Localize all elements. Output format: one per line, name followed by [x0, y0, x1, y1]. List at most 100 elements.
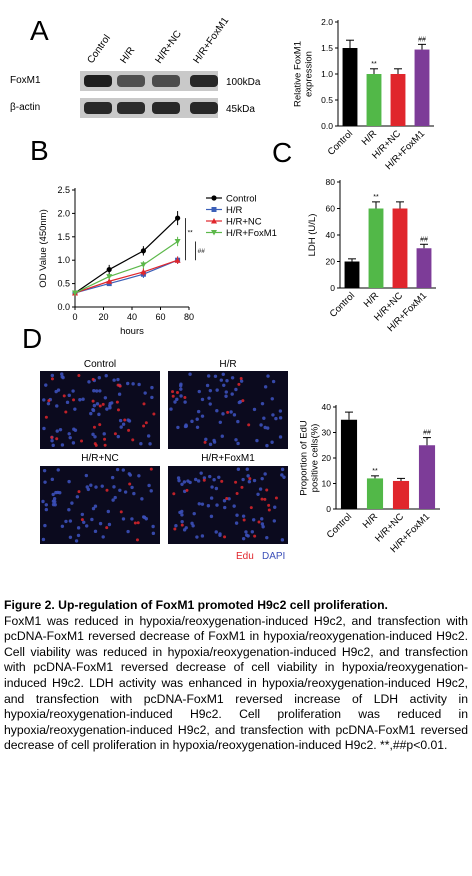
dapi-nucleus — [245, 467, 249, 471]
dapi-nucleus — [76, 526, 81, 530]
edu-nucleus — [94, 443, 98, 447]
legend-edu: Edu — [236, 551, 254, 562]
dapi-nucleus — [117, 392, 122, 396]
dapi-nucleus — [64, 519, 68, 524]
dapi-nucleus — [97, 376, 102, 380]
dapi-nucleus — [118, 418, 123, 423]
dapi-nucleus — [207, 396, 211, 400]
dapi-nucleus — [179, 387, 183, 391]
dapi-nucleus — [208, 402, 212, 406]
dapi-nucleus — [278, 409, 283, 413]
caption-title: Figure 2. Up-regulation of FoxM1 promote… — [4, 598, 388, 612]
dapi-nucleus — [266, 426, 270, 430]
x-tick-label: H/R — [360, 128, 379, 147]
dapi-nucleus — [92, 389, 96, 393]
dapi-nucleus — [68, 535, 73, 540]
dapi-nucleus — [56, 388, 61, 392]
dapi-nucleus — [100, 484, 104, 488]
dapi-nucleus — [282, 475, 286, 479]
edu-nucleus — [247, 423, 251, 427]
dapi-nucleus — [78, 398, 82, 402]
dapi-nucleus — [41, 537, 46, 542]
bar — [392, 480, 410, 509]
edu-nucleus — [149, 467, 153, 471]
dapi-nucleus — [280, 538, 285, 542]
dapi-nucleus — [250, 530, 255, 534]
dapi-nucleus — [97, 412, 101, 417]
dapi-nucleus — [246, 474, 250, 478]
dapi-nucleus — [126, 529, 130, 534]
dapi-nucleus — [230, 376, 235, 380]
dapi-nucleus — [111, 498, 115, 502]
dapi-nucleus — [178, 510, 182, 515]
x-tick-label: 0 — [72, 312, 77, 322]
legend-marker — [211, 230, 217, 236]
dapi-nucleus — [44, 383, 48, 387]
y-axis-label-line: LDH (U/L) — [307, 214, 318, 257]
dapi-nucleus — [205, 383, 210, 388]
edu-nucleus — [123, 418, 127, 422]
edu-nucleus — [173, 527, 177, 531]
edu-nucleus — [92, 425, 96, 429]
edu-nucleus — [240, 485, 244, 489]
dapi-nucleus — [200, 534, 205, 538]
dapi-nucleus — [234, 438, 238, 442]
blot-lane-label: Control — [85, 33, 113, 66]
image-label: H/R+FoxM1 — [201, 453, 255, 464]
dapi-nucleus — [218, 533, 222, 537]
dapi-nucleus — [177, 478, 181, 483]
dapi-nucleus — [140, 497, 144, 501]
dapi-nucleus — [70, 501, 74, 505]
edu-image — [168, 371, 288, 449]
edu-nucleus — [235, 491, 239, 495]
y-axis-label-line: Proportion of EdU — [299, 420, 310, 496]
y-tick-label: 2.5 — [57, 185, 70, 195]
edu-nucleus — [171, 390, 175, 394]
edu-nucleus — [202, 478, 206, 482]
y-tick-label: 0.0 — [321, 121, 333, 131]
dapi-nucleus — [93, 529, 98, 534]
image-label: H/R — [219, 359, 236, 370]
legend-label: H/R+FoxM1 — [226, 228, 277, 239]
dapi-nucleus — [42, 468, 47, 473]
dapi-nucleus — [265, 443, 269, 448]
edu-nucleus — [128, 482, 132, 486]
significance-mark: ## — [198, 248, 206, 255]
caption-body: FoxM1 was reduced in hypoxia/reoxygenati… — [4, 613, 468, 753]
dapi-nucleus — [50, 373, 55, 378]
edu-nucleus — [77, 374, 81, 378]
dapi-nucleus — [204, 437, 208, 442]
dapi-nucleus — [113, 495, 117, 500]
dapi-nucleus — [85, 524, 89, 528]
y-tick-label: 20 — [326, 257, 336, 267]
dapi-nucleus — [251, 518, 256, 522]
edu-nucleus — [274, 496, 278, 500]
dapi-nucleus — [208, 474, 212, 479]
dapi-nucleus — [176, 476, 181, 480]
dapi-nucleus — [147, 483, 151, 488]
y-axis-label-line: expression — [304, 51, 315, 97]
blot-band — [117, 102, 145, 114]
x-tick-label: H/R — [362, 290, 381, 309]
dapi-nucleus — [188, 372, 192, 376]
dapi-nucleus — [197, 502, 201, 506]
dapi-nucleus — [176, 425, 180, 430]
dapi-nucleus — [68, 519, 73, 523]
edu-nucleus — [175, 390, 179, 394]
dapi-nucleus — [50, 438, 54, 443]
dapi-nucleus — [60, 372, 64, 376]
dapi-nucleus — [208, 388, 213, 393]
y-axis-label-line: Relative FoxM1 — [293, 41, 304, 107]
x-tick-label: 60 — [155, 312, 165, 322]
dapi-nucleus — [91, 506, 96, 511]
bar — [340, 419, 358, 509]
dapi-nucleus — [58, 427, 63, 432]
dapi-nucleus — [74, 539, 79, 543]
dapi-nucleus — [235, 513, 239, 517]
dapi-nucleus — [60, 374, 64, 379]
dapi-nucleus — [132, 491, 136, 496]
dapi-nucleus — [149, 489, 153, 493]
panel-letter: C — [272, 137, 292, 168]
bar — [366, 478, 384, 509]
edu-nucleus — [203, 440, 207, 444]
